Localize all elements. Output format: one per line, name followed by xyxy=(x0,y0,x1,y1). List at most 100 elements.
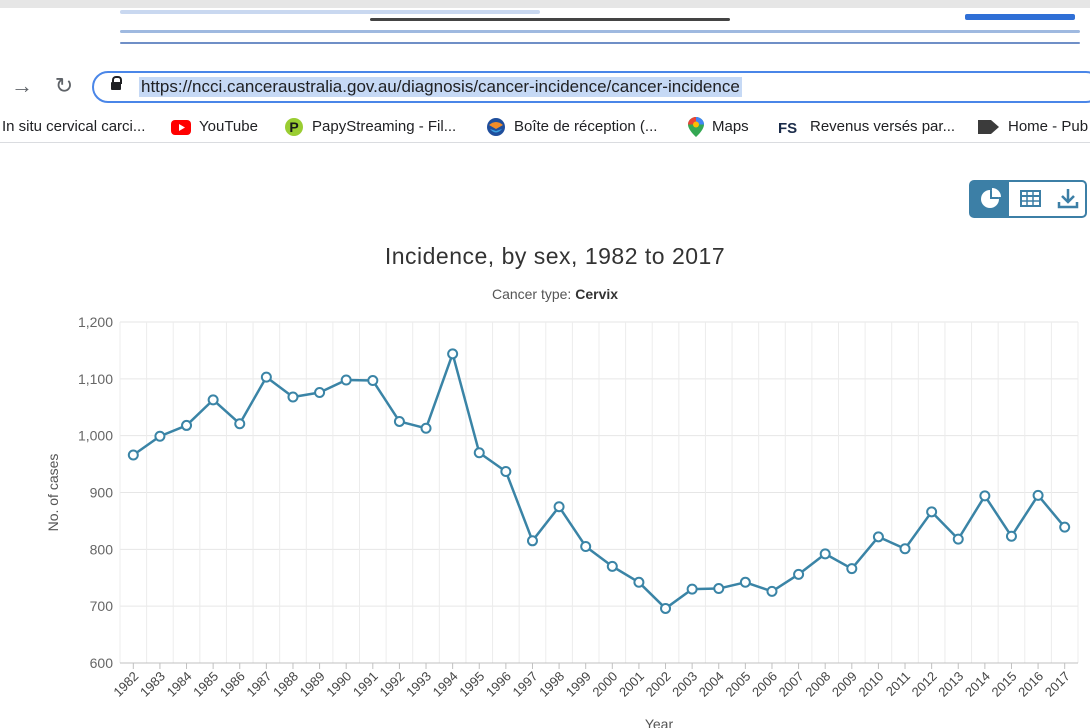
forward-icon[interactable]: → xyxy=(11,73,33,98)
data-point xyxy=(447,348,459,360)
y-tick-label: 700 xyxy=(90,598,114,614)
chart-title: Incidence, by sex, 1982 to 2017 xyxy=(384,243,726,269)
x-tick-label: 2002 xyxy=(643,669,674,700)
svg-text:FS: FS xyxy=(778,120,797,136)
tab-strip-artifact xyxy=(370,18,730,21)
maps-pin-icon xyxy=(688,117,704,138)
data-point xyxy=(500,465,512,477)
y-tick-label: 1,200 xyxy=(78,314,113,330)
x-tick-label: 1993 xyxy=(403,669,434,700)
data-point xyxy=(553,501,565,513)
subtitle-label: Cancer type: xyxy=(491,286,572,302)
x-tick-label: 2007 xyxy=(776,669,807,700)
x-tick-label: 1987 xyxy=(243,669,274,700)
youtube-icon xyxy=(171,119,191,135)
pie-chart-icon xyxy=(981,188,1001,208)
x-tick-label: 1991 xyxy=(350,669,381,700)
x-tick-label: 2008 xyxy=(802,669,833,700)
x-tick-label: 2003 xyxy=(669,669,700,700)
data-point xyxy=(1032,489,1044,501)
reload-icon[interactable]: ↻ xyxy=(54,73,74,98)
data-point xyxy=(367,375,379,387)
data-point xyxy=(952,533,964,545)
arrow-tag-icon xyxy=(978,120,999,135)
x-tick-label: 1985 xyxy=(190,669,221,700)
x-tick-label: 1984 xyxy=(164,669,195,700)
url-field[interactable]: https://ncci.canceraustralia.gov.au/diag… xyxy=(92,71,1090,103)
data-point xyxy=(420,422,432,434)
data-point xyxy=(526,535,538,547)
x-tick-label: 2016 xyxy=(1015,669,1046,700)
data-point xyxy=(127,449,139,461)
bookmark-home-pub[interactable]: Home - Pub xyxy=(978,116,1088,138)
address-bar-row: → ↻ https://ncci.canceraustralia.gov.au/… xyxy=(0,62,1090,112)
y-tick-label: 900 xyxy=(90,485,114,501)
bookmark-papystreaming[interactable]: P PapyStreaming - Fil... xyxy=(284,116,456,138)
x-tick-label: 2005 xyxy=(722,669,753,700)
bookmark-youtube[interactable]: YouTube xyxy=(171,116,258,138)
data-point xyxy=(979,490,991,502)
x-tick-label: 2011 xyxy=(883,669,913,699)
x-tick-label: 1995 xyxy=(456,669,487,700)
table-view-button[interactable] xyxy=(1011,182,1049,216)
x-tick-label: 1982 xyxy=(110,669,141,700)
bookmark-boite-reception[interactable]: Boîte de réception (... xyxy=(486,116,657,138)
tab-strip-artifact xyxy=(120,10,540,14)
bookmark-revenus[interactable]: FS Revenus versés par... xyxy=(778,116,955,138)
y-tick-label: 1,000 xyxy=(78,428,113,444)
bookmark-label: In situ cervical carci... xyxy=(2,118,146,135)
data-point xyxy=(660,602,672,614)
subtitle-value: Cervix xyxy=(575,286,619,302)
data-point xyxy=(154,430,166,442)
x-axis-title: Year xyxy=(645,716,674,728)
chart-view-button[interactable] xyxy=(971,182,1009,216)
incidence-line-chart: 6007008009001,0001,1001,2001982198319841… xyxy=(45,314,1079,728)
x-tick-label: 2010 xyxy=(855,669,886,700)
data-point xyxy=(793,568,805,580)
x-tick-label: 1983 xyxy=(137,669,168,700)
x-tick-label: 2000 xyxy=(589,669,620,700)
y-tick-label: 800 xyxy=(90,541,114,557)
data-point xyxy=(872,531,884,543)
lock-icon xyxy=(111,76,122,90)
tab-strip-artifact xyxy=(120,30,1080,33)
bookmark-label: YouTube xyxy=(199,118,258,135)
x-tick-label: 1988 xyxy=(270,669,301,700)
data-point xyxy=(260,371,272,383)
x-tick-label: 2014 xyxy=(962,669,993,700)
data-point xyxy=(340,374,352,386)
data-point xyxy=(686,583,698,595)
x-tick-label: 1998 xyxy=(536,669,567,700)
bookmark-label: Boîte de réception (... xyxy=(514,118,658,135)
x-tick-label: 1992 xyxy=(376,669,407,700)
x-tick-label: 2017 xyxy=(1042,669,1073,700)
x-tick-label: 2001 xyxy=(616,669,647,700)
table-icon xyxy=(1020,190,1041,207)
url-text[interactable]: https://ncci.canceraustralia.gov.au/diag… xyxy=(139,77,742,97)
x-tick-label: 2013 xyxy=(935,669,966,700)
data-point xyxy=(819,548,831,560)
bookmark-in-situ[interactable]: In situ cervical carci... xyxy=(2,116,145,138)
data-point xyxy=(181,419,193,431)
x-tick-label: 1996 xyxy=(483,669,514,700)
data-point xyxy=(606,560,618,572)
x-tick-label: 1986 xyxy=(217,669,248,700)
svg-text:P: P xyxy=(289,119,298,135)
bookmarks-bar: In situ cervical carci... YouTube P PapyS… xyxy=(0,112,1090,143)
x-tick-label: 2004 xyxy=(696,669,727,700)
x-tick-label: 1989 xyxy=(297,669,328,700)
data-point xyxy=(739,576,751,588)
x-tick-label: 1997 xyxy=(510,669,541,700)
papystreaming-icon: P xyxy=(285,118,303,137)
bookmark-label: Revenus versés par... xyxy=(810,118,956,135)
bookmark-maps[interactable]: Maps xyxy=(688,116,749,138)
chart-subtitle: Cancer type: Cervix xyxy=(0,286,1090,302)
data-point xyxy=(287,391,299,403)
download-button[interactable] xyxy=(1049,182,1087,216)
chart-view-toolbar xyxy=(969,180,1087,218)
tab-strip-artifact xyxy=(120,42,1080,44)
bouygues-mail-icon xyxy=(487,118,505,137)
data-point xyxy=(1059,521,1071,533)
bookmark-label: PapyStreaming - Fil... xyxy=(312,118,457,135)
x-tick-label: 2012 xyxy=(909,669,940,700)
